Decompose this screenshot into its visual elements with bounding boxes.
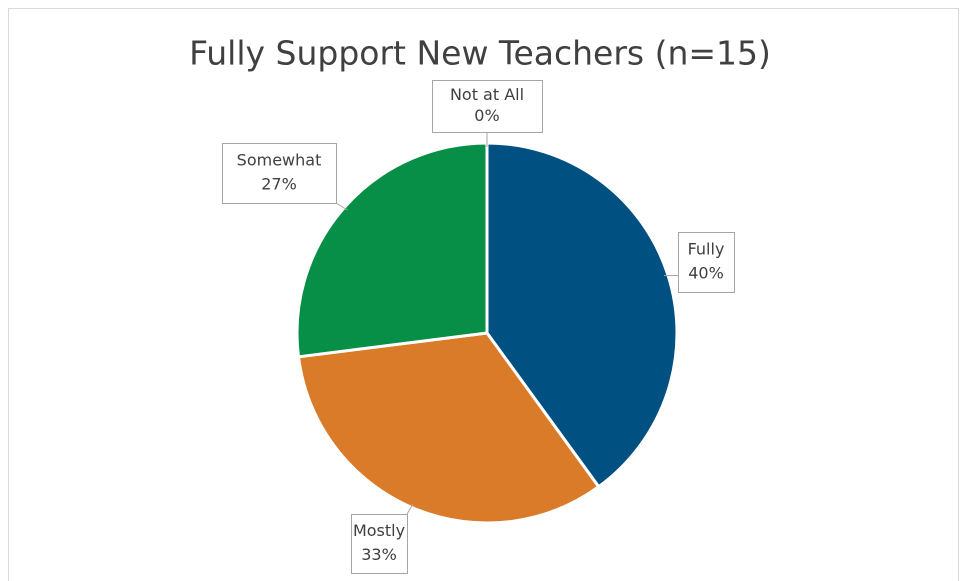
- label-category: Mostly: [353, 521, 405, 540]
- label-box: [351, 514, 408, 574]
- label-box: [222, 143, 337, 204]
- label-box: [678, 232, 735, 293]
- label-value: 27%: [261, 175, 297, 194]
- pie-slice: [295, 141, 489, 359]
- pie-slice: [485, 141, 679, 489]
- label-value: 0%: [474, 106, 499, 125]
- label-box: [432, 80, 543, 133]
- label-category: Not at All: [450, 85, 524, 104]
- label-value: 40%: [688, 264, 724, 283]
- label-category: Fully: [688, 240, 725, 259]
- label-leader: [406, 503, 414, 515]
- chart-title: Fully Support New Teachers (n=15): [189, 34, 771, 73]
- label-leader: [335, 202, 348, 211]
- pie-slice: [296, 331, 601, 525]
- label-category: Somewhat: [237, 151, 322, 170]
- label-value: 33%: [361, 545, 397, 564]
